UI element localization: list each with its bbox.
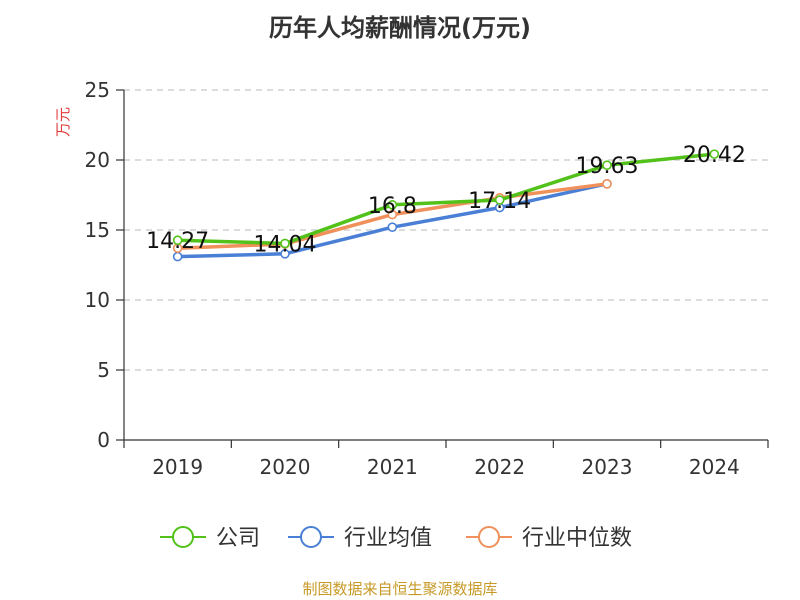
data-label: 16.8 [368, 194, 417, 219]
x-tick-label: 2024 [689, 455, 740, 479]
x-tick-label: 2019 [152, 455, 203, 479]
legend-label: 公司 [216, 526, 260, 551]
legend-marker [172, 526, 194, 548]
data-label: 14.27 [146, 229, 209, 254]
data-label: 20.42 [683, 143, 746, 168]
legend-label: 行业均值 [344, 526, 432, 551]
legend-marker [300, 526, 322, 548]
y-tick-label: 15 [85, 218, 110, 242]
data-point [387, 222, 398, 232]
x-tick-label: 2020 [260, 455, 311, 479]
data-point [387, 209, 398, 220]
data-point [602, 160, 612, 170]
data-label: 19.63 [576, 154, 639, 179]
x-tick-label: 2023 [582, 455, 633, 479]
data-point [494, 195, 505, 205]
legend-marker [478, 526, 500, 548]
data-point [602, 179, 612, 189]
y-tick-label: 0 [97, 428, 110, 452]
x-tick-label: 2021 [367, 455, 418, 479]
data-label: 14.04 [254, 232, 317, 257]
series-line-1 [177, 152, 715, 246]
y-tick-label: 25 [85, 78, 110, 102]
y-tick-label: 5 [97, 358, 110, 382]
y-tick-label: 20 [85, 148, 110, 172]
y-axis-label: 万元 [54, 107, 72, 137]
data-point [387, 200, 398, 210]
data-point [280, 249, 290, 259]
data-point [709, 149, 720, 159]
data-point [172, 235, 183, 246]
y-tick-label: 10 [85, 288, 110, 312]
chart-title: 历年人均薪酬情况(万元) [269, 14, 531, 42]
legend-label: 行业中位数 [522, 526, 632, 551]
data-point [280, 238, 290, 249]
source-footer: 制图数据来自恒生聚源数据库 [302, 580, 498, 598]
x-tick-label: 2022 [474, 455, 525, 479]
data-label: 17.14 [468, 189, 531, 214]
